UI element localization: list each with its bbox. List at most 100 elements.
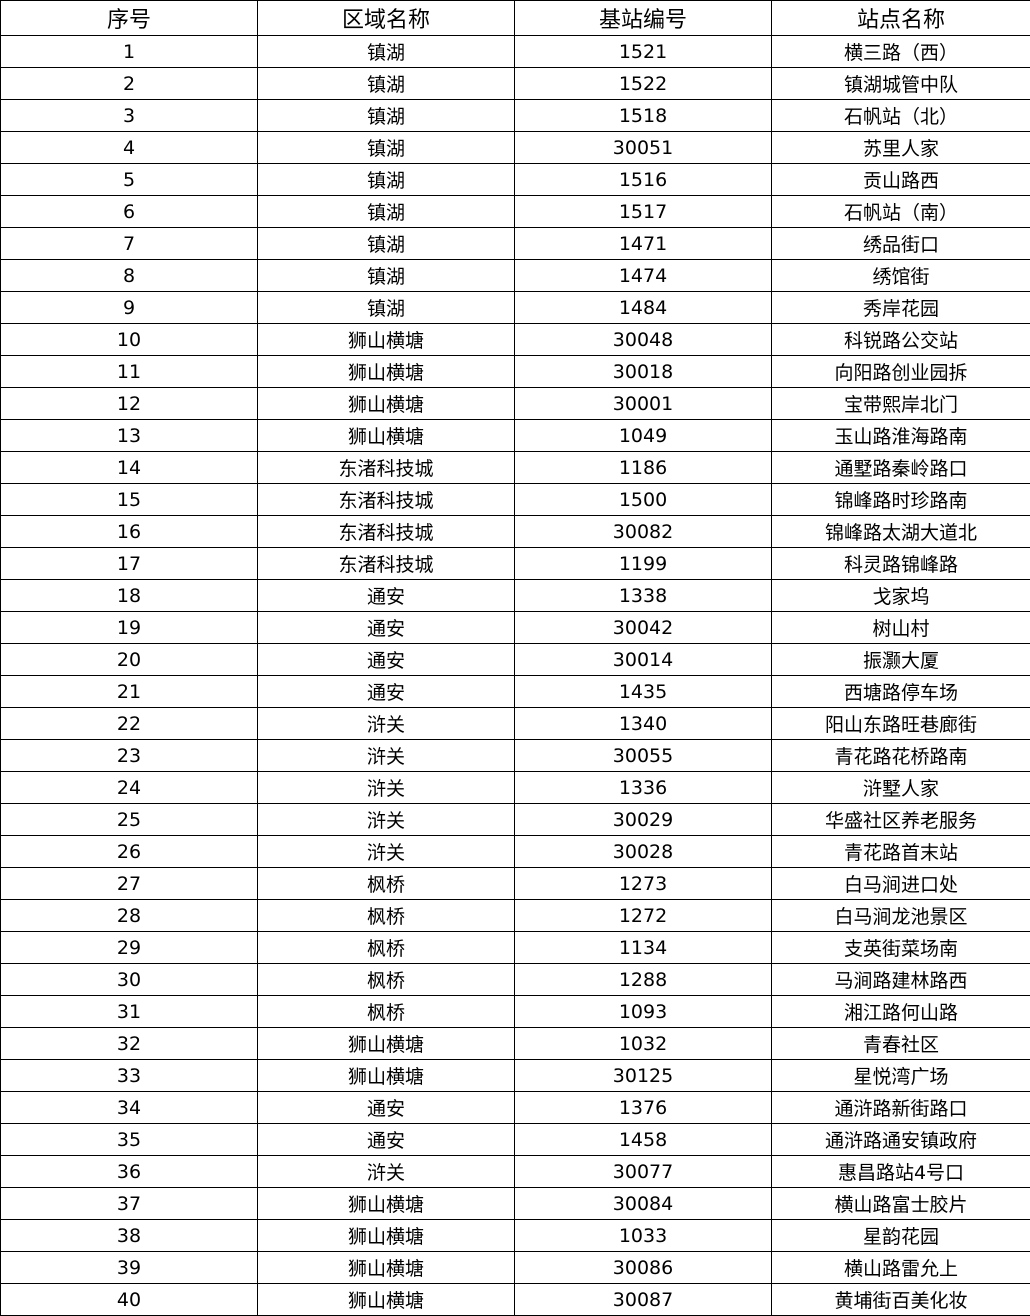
cell-index: 6: [1, 196, 258, 228]
cell-index: 29: [1, 932, 258, 964]
cell-region: 狮山横塘: [258, 356, 515, 388]
cell-region: 东渚科技城: [258, 548, 515, 580]
cell-station-id: 30086: [515, 1252, 772, 1284]
cell-region: 东渚科技城: [258, 452, 515, 484]
cell-station-id: 1186: [515, 452, 772, 484]
cell-site-name: 星韵花园: [772, 1220, 1030, 1252]
cell-index: 20: [1, 644, 258, 676]
cell-region: 通安: [258, 676, 515, 708]
cell-index: 1: [1, 36, 258, 68]
cell-region: 通安: [258, 1092, 515, 1124]
cell-station-id: 30125: [515, 1060, 772, 1092]
cell-region: 狮山横塘: [258, 1028, 515, 1060]
cell-site-name: 华盛社区养老服务: [772, 804, 1030, 836]
cell-region: 浒关: [258, 772, 515, 804]
cell-site-name: 宝带熙岸北门: [772, 388, 1030, 420]
cell-site-name: 通浒路通安镇政府: [772, 1124, 1030, 1156]
cell-station-id: 1435: [515, 676, 772, 708]
cell-site-name: 绣品街口: [772, 228, 1030, 260]
cell-index: 2: [1, 68, 258, 100]
cell-station-id: 1199: [515, 548, 772, 580]
cell-region: 狮山横塘: [258, 388, 515, 420]
cell-site-name: 镇湖城管中队: [772, 68, 1030, 100]
cell-region: 东渚科技城: [258, 484, 515, 516]
cell-index: 19: [1, 612, 258, 644]
cell-region: 通安: [258, 612, 515, 644]
cell-station-id: 30029: [515, 804, 772, 836]
cell-site-name: 湘江路何山路: [772, 996, 1030, 1028]
cell-index: 24: [1, 772, 258, 804]
cell-index: 36: [1, 1156, 258, 1188]
cell-index: 27: [1, 868, 258, 900]
header-index: 序号: [1, 1, 258, 36]
cell-station-id: 1376: [515, 1092, 772, 1124]
cell-region: 狮山横塘: [258, 1060, 515, 1092]
cell-site-name: 星悦湾广场: [772, 1060, 1030, 1092]
cell-index: 11: [1, 356, 258, 388]
header-station-id: 基站编号: [515, 1, 772, 36]
cell-station-id: 30001: [515, 388, 772, 420]
cell-index: 39: [1, 1252, 258, 1284]
cell-index: 9: [1, 292, 258, 324]
cell-region: 镇湖: [258, 132, 515, 164]
cell-station-id: 30051: [515, 132, 772, 164]
cell-station-id: 30055: [515, 740, 772, 772]
cell-index: 35: [1, 1124, 258, 1156]
cell-site-name: 石帆站（南）: [772, 196, 1030, 228]
cell-site-name: 科灵路锦峰路: [772, 548, 1030, 580]
cell-site-name: 科锐路公交站: [772, 324, 1030, 356]
cell-index: 8: [1, 260, 258, 292]
cell-station-id: 1522: [515, 68, 772, 100]
cell-station-id: 1273: [515, 868, 772, 900]
cell-index: 14: [1, 452, 258, 484]
cell-index: 26: [1, 836, 258, 868]
cell-site-name: 马涧路建林路西: [772, 964, 1030, 996]
cell-station-id: 1272: [515, 900, 772, 932]
cell-station-id: 1093: [515, 996, 772, 1028]
cell-site-name: 振灏大厦: [772, 644, 1030, 676]
header-site-name: 站点名称: [772, 1, 1030, 36]
cell-index: 12: [1, 388, 258, 420]
cell-site-name: 玉山路淮海路南: [772, 420, 1030, 452]
cell-site-name: 绣馆街: [772, 260, 1030, 292]
cell-index: 16: [1, 516, 258, 548]
cell-station-id: 1032: [515, 1028, 772, 1060]
cell-index: 28: [1, 900, 258, 932]
cell-station-id: 1049: [515, 420, 772, 452]
cell-station-id: 30028: [515, 836, 772, 868]
cell-region: 狮山横塘: [258, 1252, 515, 1284]
cell-region: 通安: [258, 1124, 515, 1156]
cell-station-id: 30082: [515, 516, 772, 548]
header-row: 序号 区域名称 基站编号 站点名称: [1, 1, 1030, 36]
header-region: 区域名称: [258, 1, 515, 36]
cell-region: 狮山横塘: [258, 1220, 515, 1252]
cell-station-id: 30077: [515, 1156, 772, 1188]
cell-region: 镇湖: [258, 68, 515, 100]
